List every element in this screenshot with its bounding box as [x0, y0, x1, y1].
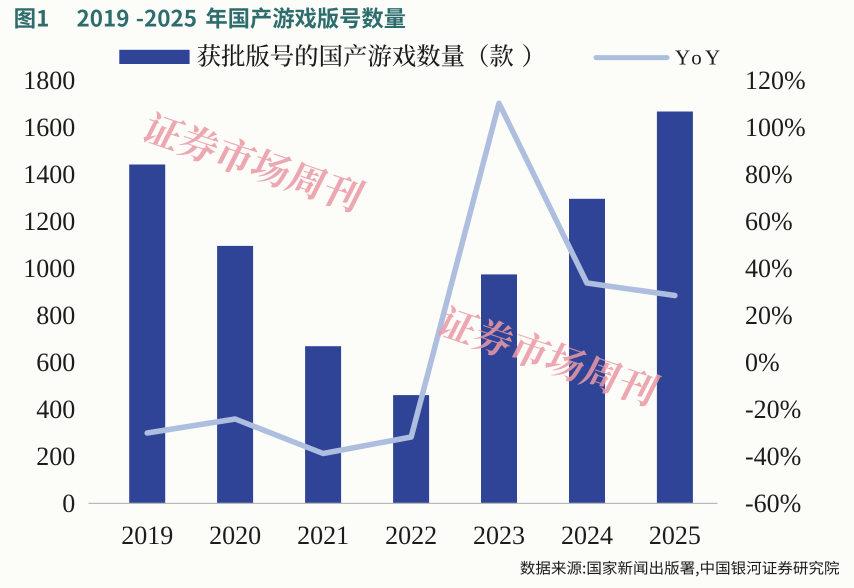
svg-text:2020: 2020	[209, 521, 261, 550]
svg-text:0%: 0%	[745, 348, 780, 377]
svg-text:1000: 1000	[23, 254, 75, 283]
svg-text:2025: 2025	[649, 521, 701, 550]
svg-text:800: 800	[36, 301, 75, 330]
svg-text:1800: 1800	[23, 66, 75, 95]
svg-text:1200: 1200	[23, 207, 75, 236]
svg-text:120%: 120%	[745, 66, 806, 95]
svg-text:-60%: -60%	[745, 489, 801, 518]
svg-text:2023: 2023	[473, 521, 525, 550]
svg-text:2024: 2024	[561, 521, 613, 550]
svg-text:-40%: -40%	[745, 442, 801, 471]
svg-text:0: 0	[62, 489, 75, 518]
svg-text:600: 600	[36, 348, 75, 377]
svg-text:400: 400	[36, 395, 75, 424]
svg-text:YoY: YoY	[675, 45, 723, 69]
svg-text:-20%: -20%	[745, 395, 801, 424]
svg-text:100%: 100%	[745, 113, 806, 142]
svg-text:200: 200	[36, 442, 75, 471]
svg-text:2021: 2021	[297, 521, 349, 550]
svg-text:80%: 80%	[745, 160, 793, 189]
svg-text:2022: 2022	[385, 521, 437, 550]
svg-text:20%: 20%	[745, 301, 793, 330]
svg-text:1600: 1600	[23, 113, 75, 142]
svg-text:60%: 60%	[745, 207, 793, 236]
svg-text:1400: 1400	[23, 160, 75, 189]
svg-text:40%: 40%	[745, 254, 793, 283]
svg-text:2019: 2019	[121, 521, 173, 550]
